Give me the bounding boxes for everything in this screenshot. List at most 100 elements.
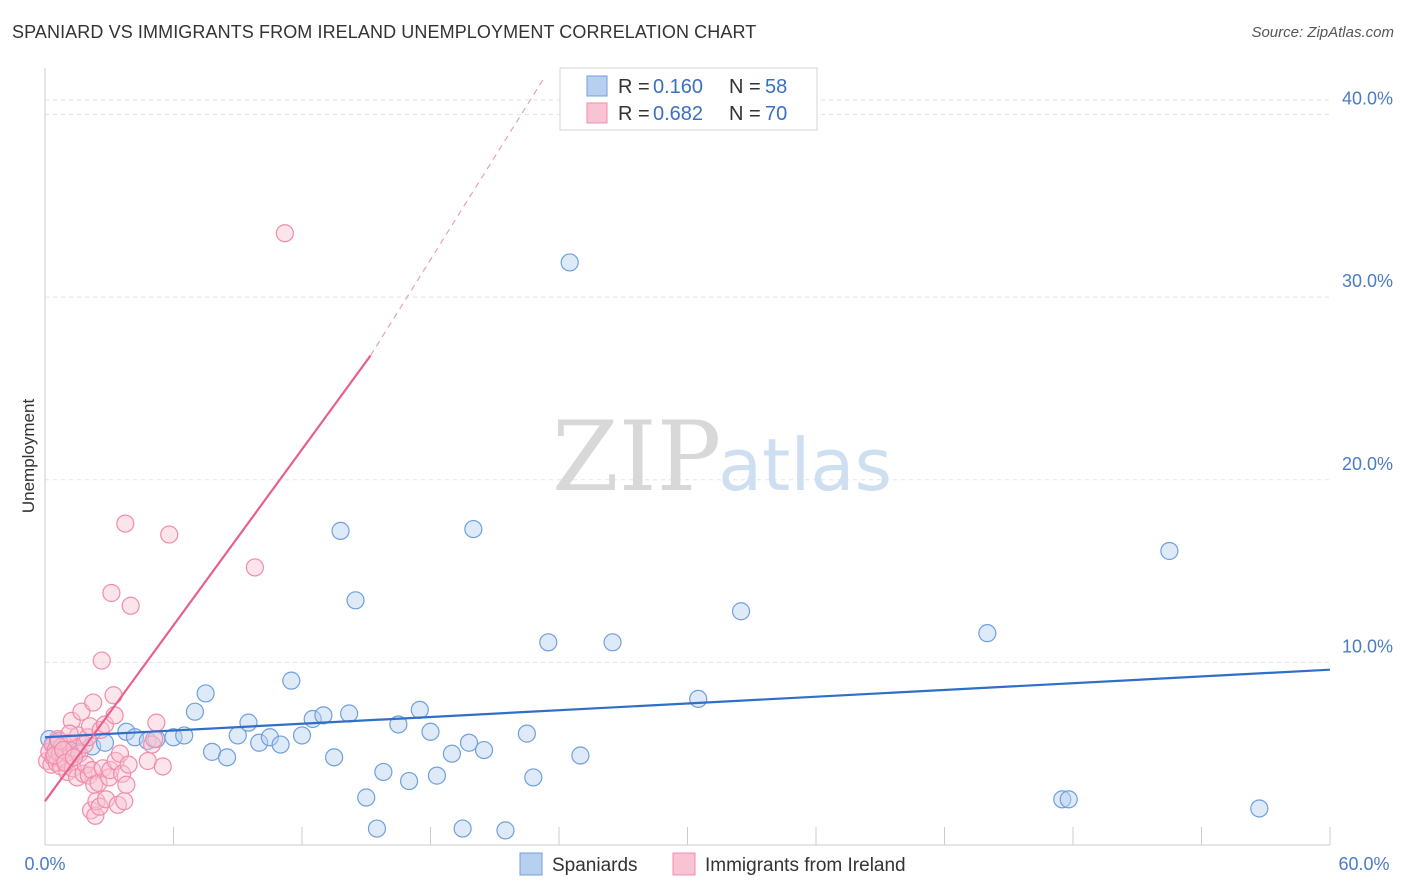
spaniards-point: [1059, 790, 1078, 809]
ireland-point: [275, 224, 294, 243]
spaniards-point: [517, 724, 536, 743]
ireland-point: [112, 764, 132, 783]
spaniards-point: [603, 633, 622, 652]
spaniards-point: [331, 521, 350, 540]
y-tick-label-20: 20.0%: [1342, 454, 1393, 474]
ireland-point: [160, 525, 179, 544]
watermark-zip: ZIP: [552, 401, 721, 513]
ireland-point: [102, 583, 121, 603]
ireland-point: [64, 748, 84, 767]
spaniards-trendline: [44, 668, 1331, 739]
bottom-legend-spaniards: Spaniards: [552, 855, 638, 876]
spaniards-point: [196, 684, 215, 703]
spaniards-point: [427, 766, 447, 785]
spaniards-point: [539, 633, 558, 652]
ireland-point: [90, 797, 109, 816]
legend-n1-label: N =: [729, 76, 761, 98]
series-legend: Spaniards Immigrants from Ireland: [519, 852, 906, 876]
ireland-point: [121, 596, 140, 615]
spaniards-point: [250, 733, 269, 752]
legend-n2-label: N =: [729, 103, 761, 125]
legend-r2-value: 0.682: [653, 103, 703, 125]
ireland-point: [84, 693, 103, 712]
spaniards-point: [560, 253, 579, 272]
spaniards-point: [1053, 790, 1072, 809]
spaniards-point: [978, 624, 997, 643]
spaniards-point: [464, 519, 483, 539]
legend-n1-value: 58: [765, 76, 787, 98]
ireland-point: [95, 715, 115, 734]
ireland-point: [92, 651, 111, 670]
y-tick-label-40: 40.0%: [1342, 89, 1393, 109]
legend-r2-label: R =: [618, 103, 650, 125]
ireland-point: [119, 755, 138, 774]
spaniards-point: [357, 788, 376, 807]
ireland-point: [153, 757, 172, 776]
spaniards-point: [421, 722, 440, 741]
spaniards-point: [314, 706, 333, 725]
spaniards-point: [340, 704, 359, 723]
spaniards-points: [40, 253, 1269, 840]
y-axis-label: Unemployment: [19, 399, 38, 514]
ireland-point: [96, 790, 116, 809]
legend-swatch-ireland: [586, 102, 608, 124]
trendlines: [44, 77, 1331, 802]
ireland-point: [116, 514, 135, 533]
spaniards-point: [271, 735, 290, 754]
spaniards-point: [1250, 799, 1269, 818]
spaniards-point: [239, 713, 258, 732]
spaniards-point: [524, 768, 543, 787]
spaniards-point: [367, 819, 387, 838]
spaniards-point: [282, 671, 301, 690]
chart-title: SPANIARD VS IMMIGRANTS FROM IRELAND UNEM…: [12, 22, 757, 42]
spaniards-point: [217, 748, 237, 767]
ireland-point: [117, 775, 136, 794]
spaniards-point: [731, 602, 751, 621]
source-label: Source: ZipAtlas.com: [1251, 24, 1394, 41]
ireland-point: [101, 761, 120, 780]
spaniards-point: [325, 748, 344, 767]
ireland-trendline: [44, 354, 372, 802]
x-tick-label-0: 0.0%: [24, 854, 65, 874]
y-tick-labels: 10.0% 20.0% 30.0% 40.0%: [1342, 89, 1393, 657]
spaniards-point: [389, 715, 408, 734]
y-tick-label-30: 30.0%: [1342, 271, 1393, 291]
bottom-swatch-ireland: [672, 852, 696, 876]
legend-r1-value: 0.160: [653, 76, 703, 98]
x-ticks: [173, 827, 1331, 845]
ireland-point: [145, 729, 164, 749]
ireland-point: [104, 686, 123, 705]
legend-n2-value: 70: [765, 103, 787, 125]
spaniards-point: [374, 762, 393, 782]
bottom-legend-ireland: Immigrants from Ireland: [705, 855, 906, 876]
watermark-atlas: atlas: [718, 423, 892, 507]
spaniards-point: [453, 819, 472, 838]
spaniards-point: [1160, 541, 1179, 561]
ireland-point: [60, 724, 79, 743]
x-tick-label-1: 60.0%: [1338, 854, 1389, 874]
bottom-swatch-spaniards: [519, 852, 543, 876]
ireland-point: [245, 558, 264, 577]
legend-swatch-spaniards: [586, 75, 608, 97]
spaniards-point: [410, 700, 429, 719]
spaniards-point: [399, 771, 419, 791]
stats-legend: R = 0.160 N = 58 R = 0.682 N = 70: [559, 67, 818, 131]
spaniards-point: [260, 728, 279, 747]
spaniards-point: [442, 744, 462, 763]
spaniards-point: [292, 726, 312, 745]
spaniards-point: [185, 702, 205, 721]
spaniards-point: [346, 591, 365, 610]
legend-r1-label: R =: [618, 76, 650, 98]
y-tick-label-10: 10.0%: [1342, 636, 1393, 656]
ireland-point: [86, 806, 105, 825]
ireland-point: [147, 713, 166, 732]
spaniards-point: [474, 740, 494, 760]
ireland-point: [89, 773, 108, 793]
spaniards-point: [496, 821, 515, 840]
spaniards-point: [459, 733, 479, 752]
ireland-point: [115, 792, 134, 811]
spaniards-point: [689, 689, 708, 709]
ireland-trendline-extension: [370, 77, 545, 356]
ireland-points: [38, 224, 294, 825]
